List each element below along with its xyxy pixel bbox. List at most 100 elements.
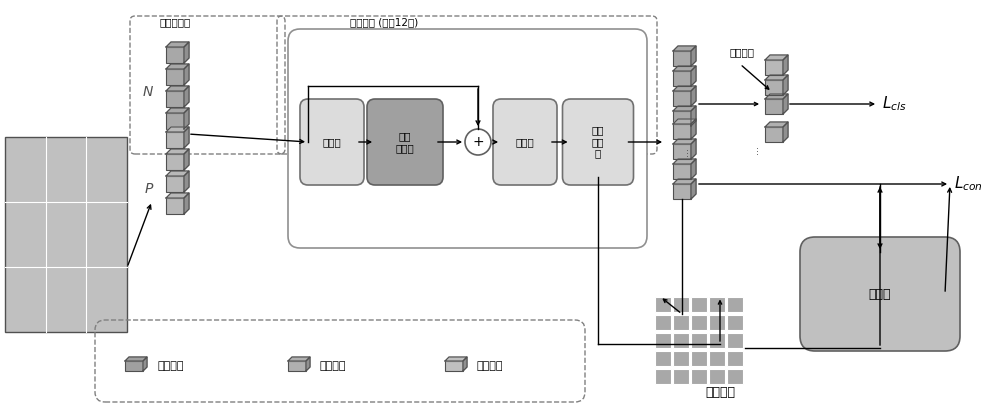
Circle shape (465, 129, 491, 155)
FancyBboxPatch shape (166, 154, 184, 170)
FancyBboxPatch shape (445, 361, 463, 371)
FancyBboxPatch shape (166, 113, 184, 129)
Text: 归一化: 归一化 (516, 137, 534, 147)
Text: 位置编码: 位置编码 (157, 361, 184, 371)
Bar (673, 297, 688, 312)
Polygon shape (691, 139, 696, 159)
Polygon shape (783, 122, 788, 142)
Polygon shape (184, 149, 189, 170)
Polygon shape (184, 64, 189, 85)
Polygon shape (673, 86, 696, 91)
Bar (691, 332, 706, 348)
FancyBboxPatch shape (673, 91, 691, 106)
FancyBboxPatch shape (166, 198, 184, 214)
Polygon shape (166, 149, 189, 154)
FancyBboxPatch shape (673, 51, 691, 66)
FancyBboxPatch shape (673, 184, 691, 199)
Bar (709, 332, 724, 348)
Polygon shape (166, 171, 189, 176)
Bar (673, 351, 688, 366)
Polygon shape (673, 139, 696, 144)
Polygon shape (691, 106, 696, 126)
Text: 记忆库: 记忆库 (869, 288, 891, 301)
Bar (709, 314, 724, 330)
Polygon shape (306, 357, 310, 371)
Bar (655, 314, 670, 330)
Bar (673, 314, 688, 330)
Bar (5, 137, 127, 332)
Text: N: N (143, 85, 153, 99)
Polygon shape (143, 357, 147, 371)
Polygon shape (765, 122, 788, 127)
Bar (691, 297, 706, 312)
Bar (709, 297, 724, 312)
Polygon shape (783, 55, 788, 75)
Polygon shape (673, 119, 696, 124)
Polygon shape (166, 127, 189, 132)
Text: 多层
感知
机: 多层 感知 机 (592, 125, 604, 159)
Polygon shape (184, 171, 189, 192)
Polygon shape (184, 86, 189, 107)
Polygon shape (673, 46, 696, 51)
Polygon shape (673, 106, 696, 111)
Bar (709, 368, 724, 384)
FancyBboxPatch shape (166, 91, 184, 107)
Text: $L_{cls}$: $L_{cls}$ (882, 95, 907, 114)
Bar (727, 351, 742, 366)
Polygon shape (765, 94, 788, 99)
Polygon shape (166, 108, 189, 113)
FancyBboxPatch shape (166, 132, 184, 148)
FancyBboxPatch shape (673, 71, 691, 86)
Polygon shape (765, 75, 788, 80)
Polygon shape (691, 159, 696, 179)
FancyBboxPatch shape (166, 176, 184, 192)
FancyBboxPatch shape (367, 99, 443, 185)
Polygon shape (184, 193, 189, 214)
FancyBboxPatch shape (800, 237, 960, 351)
Polygon shape (673, 159, 696, 164)
Bar (727, 332, 742, 348)
Polygon shape (691, 119, 696, 139)
FancyBboxPatch shape (673, 164, 691, 179)
FancyBboxPatch shape (765, 80, 783, 95)
FancyBboxPatch shape (493, 99, 557, 185)
FancyBboxPatch shape (765, 99, 783, 114)
FancyBboxPatch shape (562, 99, 634, 185)
Text: 转换器块 (重复12次): 转换器块 (重复12次) (350, 17, 418, 27)
FancyBboxPatch shape (673, 124, 691, 139)
Text: 注意力图: 注意力图 (705, 386, 735, 399)
Polygon shape (125, 357, 147, 361)
Bar (727, 297, 742, 312)
Polygon shape (288, 357, 310, 361)
Polygon shape (783, 75, 788, 95)
Bar (691, 351, 706, 366)
Polygon shape (445, 357, 467, 361)
Polygon shape (184, 127, 189, 148)
Bar (673, 332, 688, 348)
FancyBboxPatch shape (765, 127, 783, 142)
Bar (655, 368, 670, 384)
Polygon shape (184, 42, 189, 63)
Polygon shape (166, 64, 189, 69)
FancyBboxPatch shape (288, 29, 647, 248)
Text: 分块编码: 分块编码 (320, 361, 347, 371)
Polygon shape (166, 193, 189, 198)
FancyBboxPatch shape (288, 361, 306, 371)
Text: 多头
注意力: 多头 注意力 (396, 131, 414, 153)
Polygon shape (765, 55, 788, 60)
Polygon shape (691, 179, 696, 199)
Bar (691, 314, 706, 330)
Text: 位置嵌入: 位置嵌入 (477, 361, 503, 371)
Bar (727, 314, 742, 330)
Bar (673, 368, 688, 384)
Text: 编码和嵌入: 编码和嵌入 (160, 17, 191, 27)
Text: ...: ... (680, 147, 690, 156)
FancyBboxPatch shape (673, 111, 691, 126)
Polygon shape (783, 94, 788, 114)
Bar (709, 351, 724, 366)
Text: $L_{con}$: $L_{con}$ (954, 175, 983, 194)
Polygon shape (691, 66, 696, 86)
FancyBboxPatch shape (765, 60, 783, 75)
Polygon shape (463, 357, 467, 371)
Bar (691, 368, 706, 384)
